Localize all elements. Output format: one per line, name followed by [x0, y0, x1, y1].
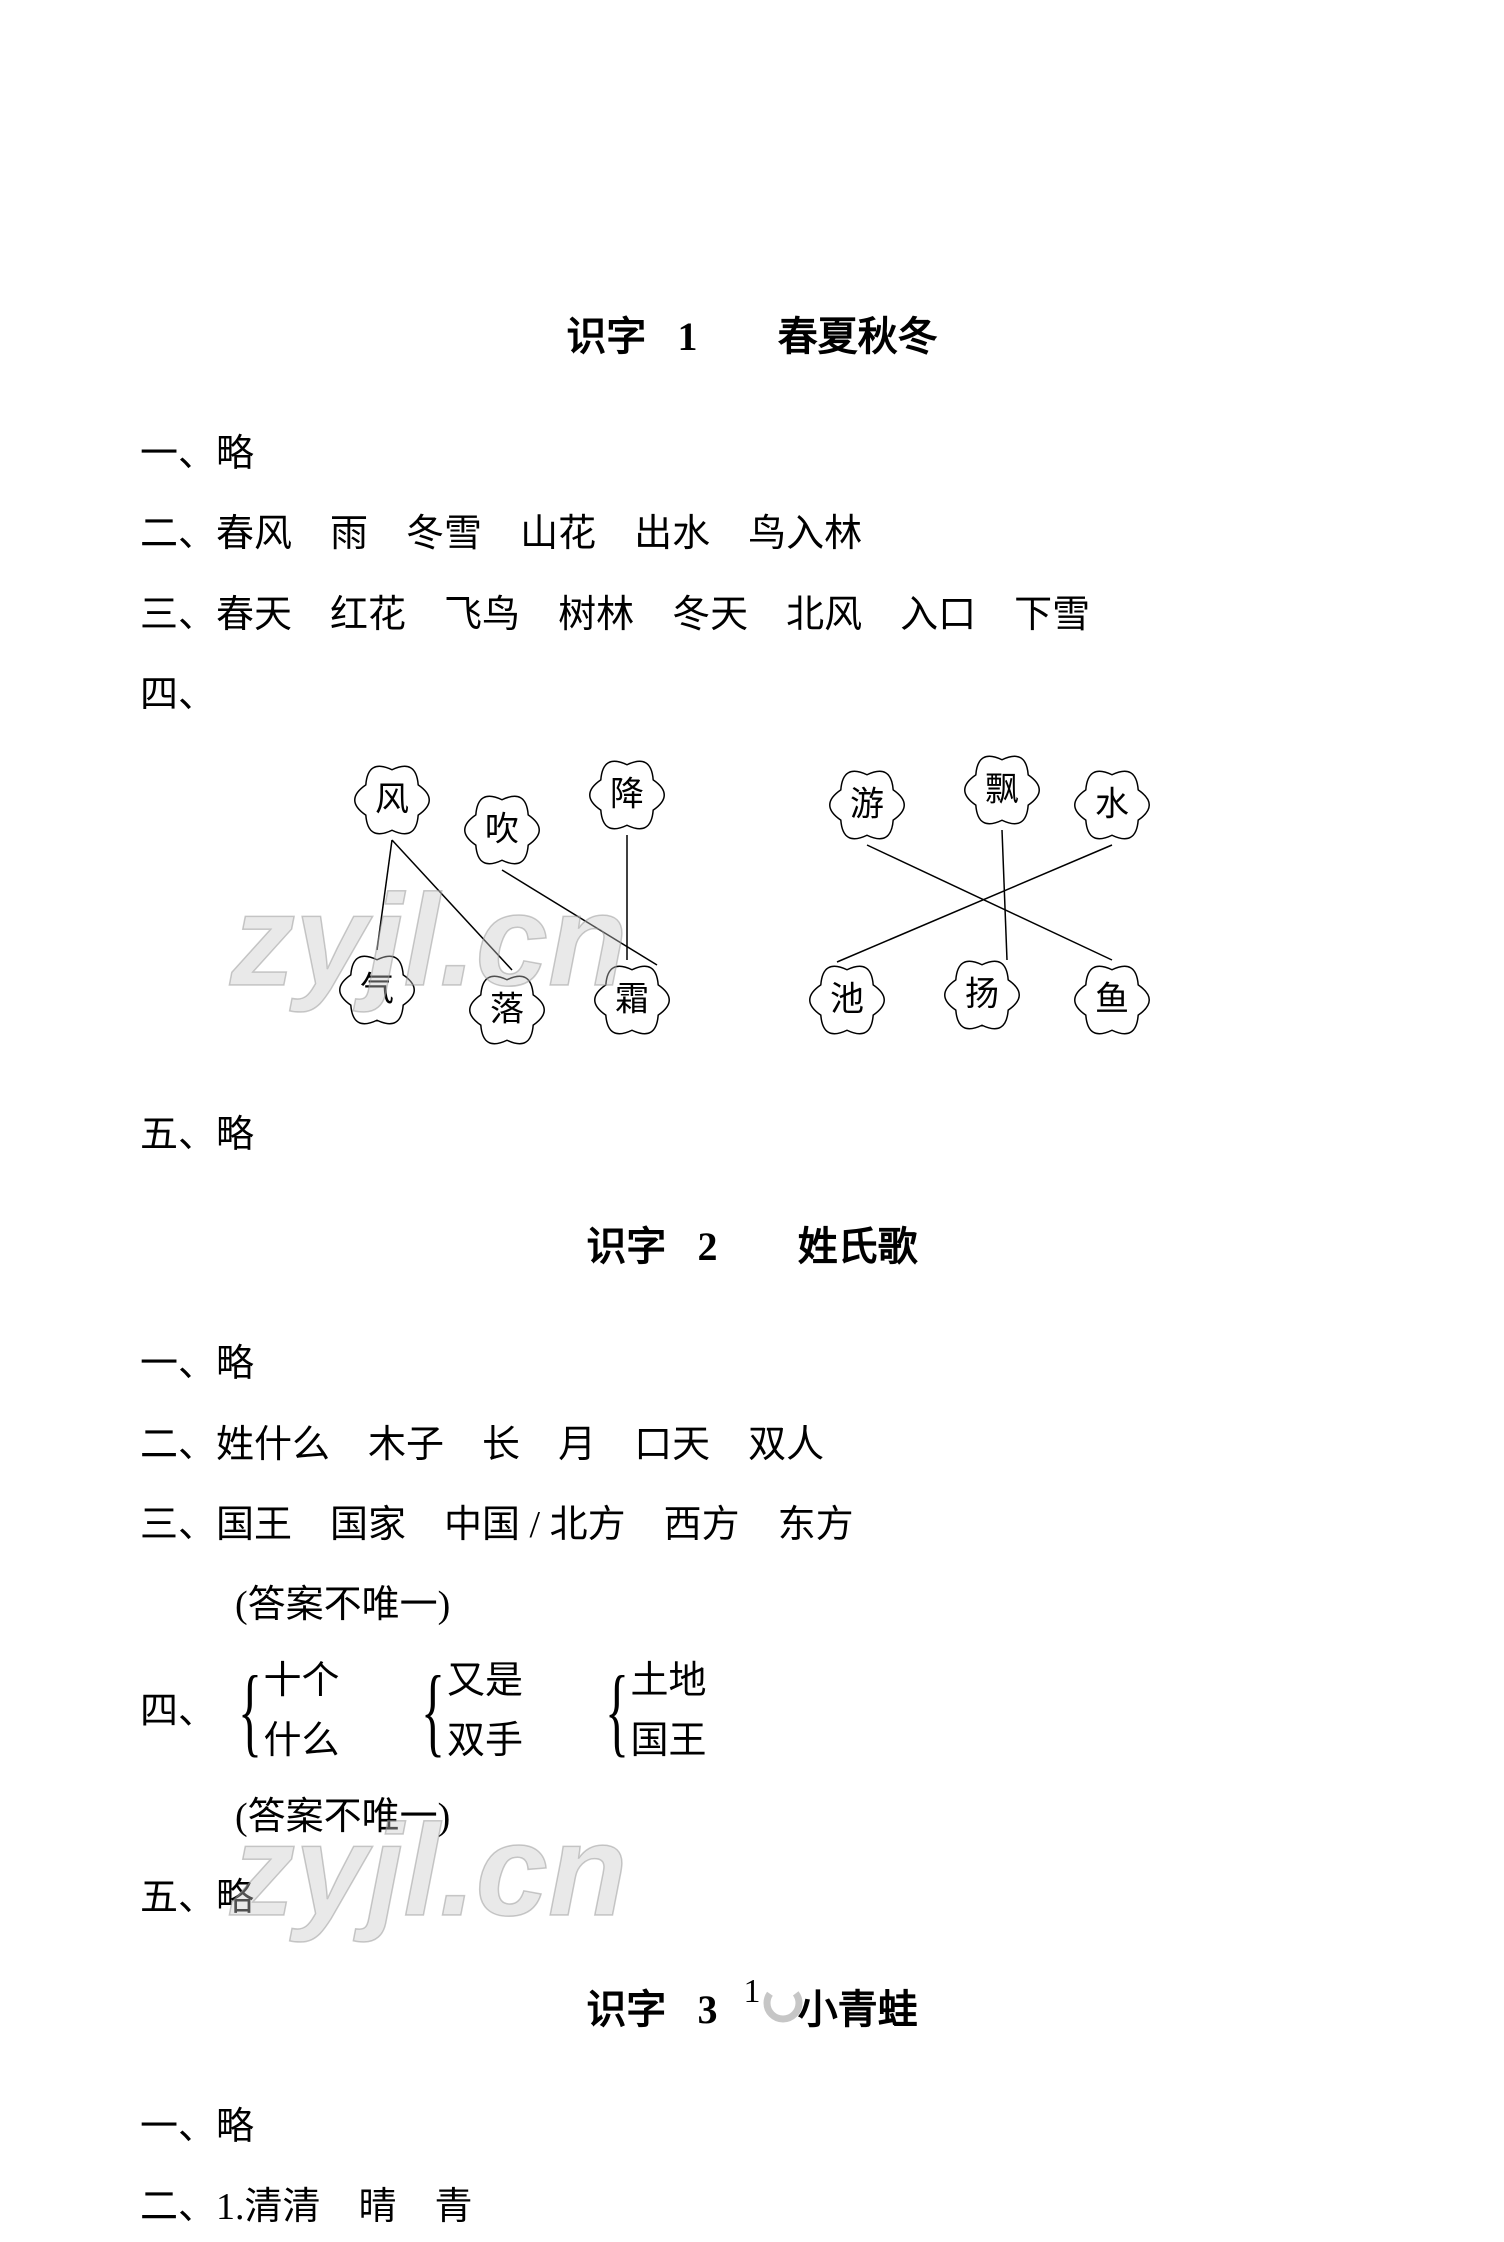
loading-spinner-icon: [760, 1980, 806, 2026]
matching-diagram-container: 风吹 降气落 霜 游 飘 水池 扬 鱼: [140, 750, 1364, 1070]
title-number: 1: [677, 314, 697, 359]
s3-q2: 二、1.清清晴青: [140, 2172, 1364, 2242]
s1-q4-label: 四、: [140, 660, 1364, 730]
section-2-title: 识字 2 姓氏歌: [140, 1210, 1364, 1284]
svg-text:气: 气: [360, 971, 394, 1009]
title-number: 3: [697, 1987, 717, 2032]
brace-group-2: { 又是 双手: [409, 1651, 523, 1773]
s2-q5: 五、略: [140, 1863, 1364, 1933]
s2-q3-note: (答案不唯一): [140, 1570, 1364, 1640]
s2-q2: 二、姓什么木子长月口天双人: [140, 1410, 1364, 1480]
s1-q1: 一、略: [140, 419, 1364, 489]
svg-text:霜: 霜: [615, 982, 649, 1019]
title-prefix: 识字: [586, 1988, 666, 2032]
page-number: 1: [744, 1961, 761, 2024]
title-prefix: 识字: [586, 1225, 666, 1269]
title-name: 春夏秋冬: [778, 315, 938, 359]
matching-diagram-right: 游 飘 水池 扬 鱼: [782, 750, 1182, 1070]
svg-text:游: 游: [850, 786, 884, 824]
brace-group-3: { 土地 国王: [593, 1651, 707, 1773]
s3-q1: 一、略: [140, 2092, 1364, 2162]
svg-text:水: 水: [1095, 787, 1129, 824]
svg-text:扬: 扬: [965, 976, 999, 1014]
title-number: 2: [697, 1224, 717, 1269]
s2-q1: 一、略: [140, 1329, 1364, 1399]
svg-text:降: 降: [610, 776, 644, 814]
s2-q3: 三、国王国家中国 / 北方西方东方: [140, 1490, 1364, 1560]
s1-q2: 二、春风雨冬雪山花出水鸟入林: [140, 499, 1364, 569]
title-prefix: 识字: [566, 315, 646, 359]
svg-text:吹: 吹: [485, 811, 519, 849]
s2-q4: 四、 { 十个 什么 { 又是 双手 { 土地 国王: [140, 1651, 1364, 1773]
svg-text:风: 风: [375, 782, 409, 819]
s1-q3: 三、春天红花飞鸟树林冬天北风入口下雪: [140, 580, 1364, 650]
svg-text:飘: 飘: [985, 772, 1019, 809]
section-1-title: 识字 1 春夏秋冬: [140, 300, 1364, 374]
s1-q5: 五、略: [140, 1100, 1364, 1170]
s2-q4-note: (答案不唯一): [140, 1782, 1364, 1852]
brace-group-1: { 十个 什么: [226, 1651, 340, 1773]
title-name: 姓氏歌: [798, 1225, 918, 1269]
svg-text:池: 池: [830, 981, 864, 1019]
matching-diagram-left: 风吹 降气落 霜: [322, 750, 722, 1070]
svg-text:落: 落: [490, 992, 524, 1029]
svg-text:鱼: 鱼: [1095, 981, 1129, 1019]
title-name: 小青蛙: [798, 1988, 918, 2032]
